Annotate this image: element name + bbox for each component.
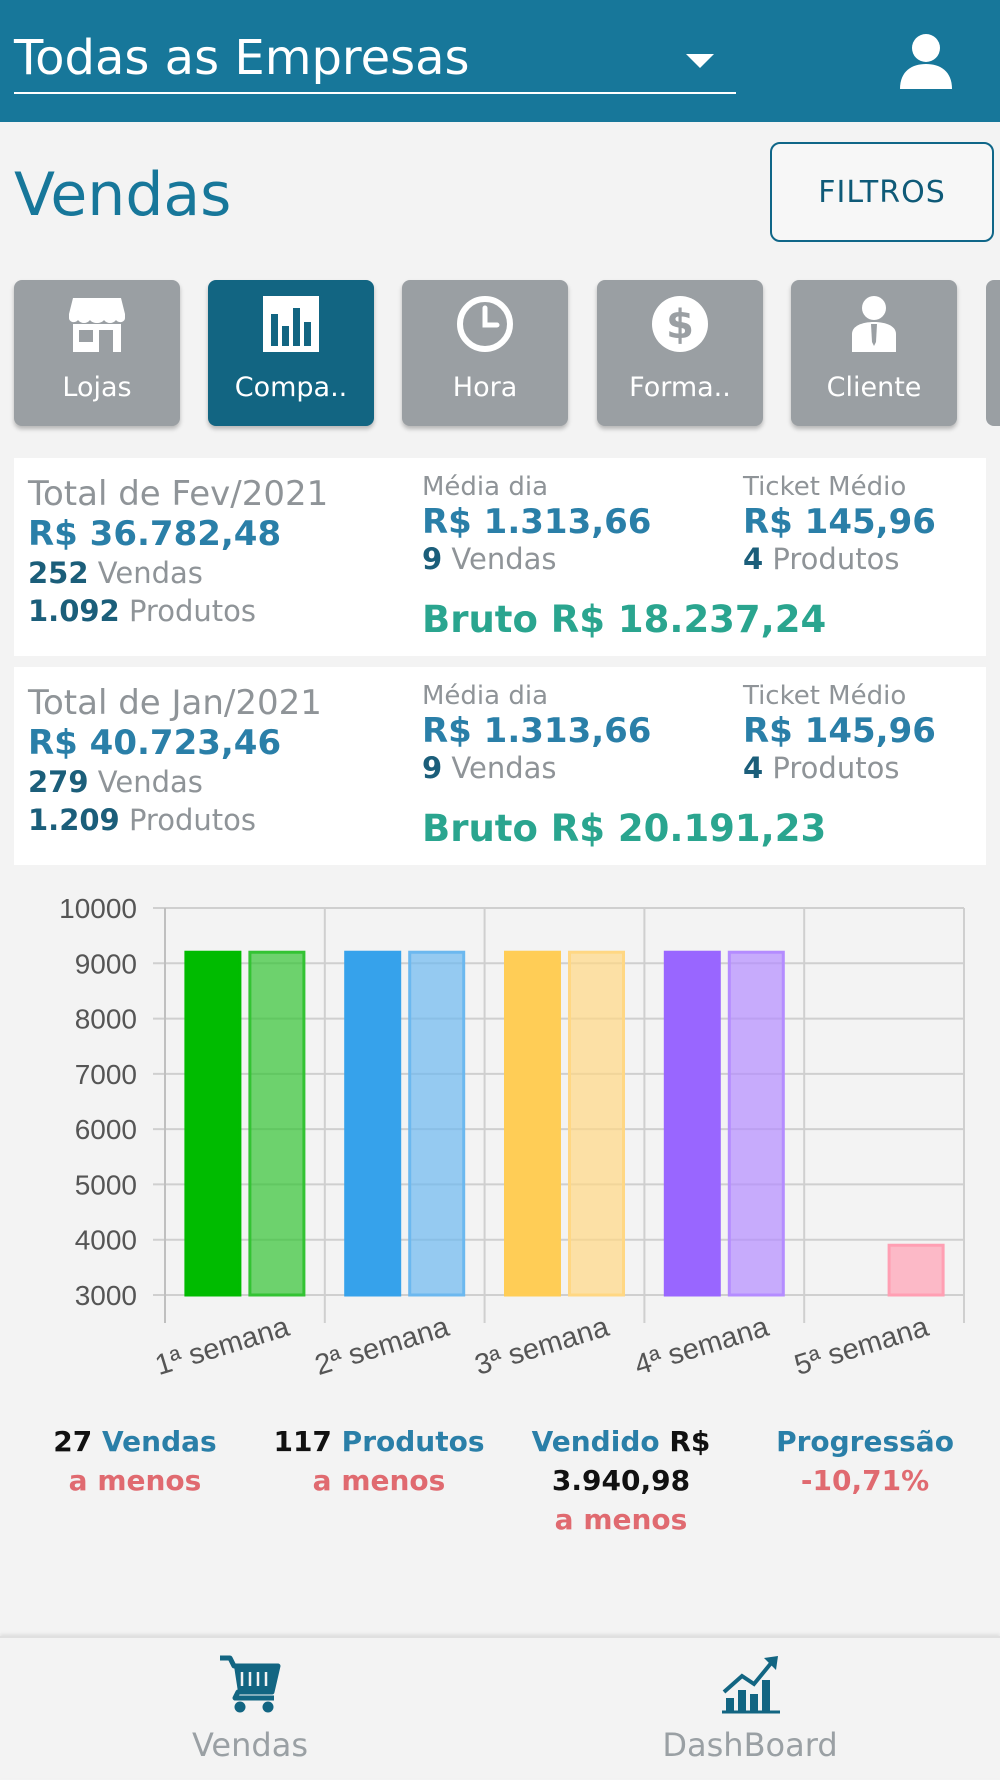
bar xyxy=(727,950,785,1297)
card-bruto: Bruto R$ 18.237,24 xyxy=(422,598,827,641)
bar xyxy=(504,950,561,1297)
card-bruto: Bruto R$ 20.191,23 xyxy=(422,807,827,850)
tab-lojas[interactable]: Lojas xyxy=(14,280,180,426)
y-tick-label: 4000 xyxy=(75,1225,137,1256)
tab-more-partial[interactable] xyxy=(986,280,1000,426)
svg-text:$: $ xyxy=(666,302,694,348)
bar-chart-icon xyxy=(263,296,319,352)
weekly-comparison-chart: 3000 4000 5000 6000 7000 8000 9000 10000 1ª sema… xyxy=(59,893,965,1382)
card-title: Total de Fev/2021 xyxy=(28,474,329,514)
tab-lojas-label: Lojas xyxy=(62,372,132,403)
dollar-icon: $ xyxy=(652,296,708,352)
card-products-line: 1.092 Produtos xyxy=(28,594,256,628)
chevron-down-icon xyxy=(686,54,714,68)
card-avg-day: Média dia R$ 1.313,66 9 Vendas xyxy=(422,681,652,785)
card-products-line: 1.209 Produtos xyxy=(28,803,256,837)
y-tick-label: 7000 xyxy=(75,1059,137,1090)
filter-button[interactable]: FILTROS xyxy=(770,142,994,242)
bar xyxy=(887,1243,945,1297)
bar xyxy=(408,950,466,1297)
cart-icon xyxy=(220,1655,281,1713)
card-total-amount: R$ 40.723,46 xyxy=(28,723,282,763)
tab-cliente-label: Cliente xyxy=(826,372,922,403)
stat-progression: Progressão -10,71% xyxy=(776,1425,954,1497)
y-tick-label: 8000 xyxy=(75,1004,137,1035)
x-tick-label: 5ª semana xyxy=(791,1311,933,1382)
summary-card-jan: Total de Jan/2021 R$ 40.723,46 279 Venda… xyxy=(14,667,986,865)
top-bar: Todas as Empresas xyxy=(0,0,1000,122)
stat-sales-diff: 27 Vendas a menos xyxy=(53,1425,217,1497)
nav-dashboard[interactable]: DashBoard xyxy=(500,1638,1000,1780)
tab-comparativo[interactable]: Compa.. xyxy=(208,280,374,426)
y-tick-label: 3000 xyxy=(75,1280,137,1311)
clock-icon xyxy=(457,296,513,352)
user-icon[interactable] xyxy=(896,33,956,89)
tab-forma-pagamento[interactable]: $ Forma.. xyxy=(597,280,763,426)
card-ticket: Ticket Médio R$ 145,96 4 Produtos xyxy=(743,472,936,576)
tab-forma-label: Forma.. xyxy=(629,372,731,403)
y-tick-label: 10000 xyxy=(59,893,137,924)
stat-sold-diff: Vendido R$ 3.940,98 a menos xyxy=(531,1425,711,1536)
tab-cliente[interactable]: Cliente xyxy=(791,280,957,426)
card-avg-day: Média dia R$ 1.313,66 9 Vendas xyxy=(422,472,652,576)
company-select[interactable]: Todas as Empresas xyxy=(14,26,736,94)
y-tick-label: 6000 xyxy=(75,1114,137,1145)
card-total-amount: R$ 36.782,48 xyxy=(28,514,282,554)
page-title: Vendas xyxy=(14,160,232,230)
card-ticket: Ticket Médio R$ 145,96 4 Produtos xyxy=(743,681,936,785)
store-icon xyxy=(69,298,125,352)
nav-dashboard-label: DashBoard xyxy=(662,1726,838,1764)
y-tick-label: 9000 xyxy=(75,948,137,979)
bar xyxy=(568,950,625,1297)
nav-vendas-label: Vendas xyxy=(192,1726,308,1764)
bar xyxy=(184,950,242,1297)
bar xyxy=(344,950,402,1297)
card-title: Total de Jan/2021 xyxy=(28,683,322,723)
bottom-nav: Vendas DashBoard xyxy=(0,1636,1000,1778)
summary-card-fev: Total de Fev/2021 R$ 36.782,48 252 Venda… xyxy=(14,458,986,656)
nav-vendas[interactable]: Vendas xyxy=(0,1638,500,1780)
bar xyxy=(663,950,721,1297)
card-sales-line: 279 Vendas xyxy=(28,765,203,799)
y-tick-label: 5000 xyxy=(75,1169,137,1200)
tab-comparativo-label: Compa.. xyxy=(234,372,348,403)
growth-chart-icon xyxy=(722,1656,780,1714)
x-tick-label: 2ª semana xyxy=(311,1311,453,1382)
tab-hora-label: Hora xyxy=(452,372,518,403)
customer-icon xyxy=(852,296,896,352)
company-select-value: Todas as Empresas xyxy=(14,30,470,86)
bar xyxy=(248,950,306,1297)
x-tick-label: 1ª semana xyxy=(152,1311,294,1382)
x-tick-label: 3ª semana xyxy=(471,1311,613,1382)
tab-hora[interactable]: Hora xyxy=(402,280,568,426)
stat-products-diff: 117 Produtos a menos xyxy=(273,1425,485,1497)
x-tick-label: 4ª semana xyxy=(631,1311,773,1382)
card-sales-line: 252 Vendas xyxy=(28,556,203,590)
